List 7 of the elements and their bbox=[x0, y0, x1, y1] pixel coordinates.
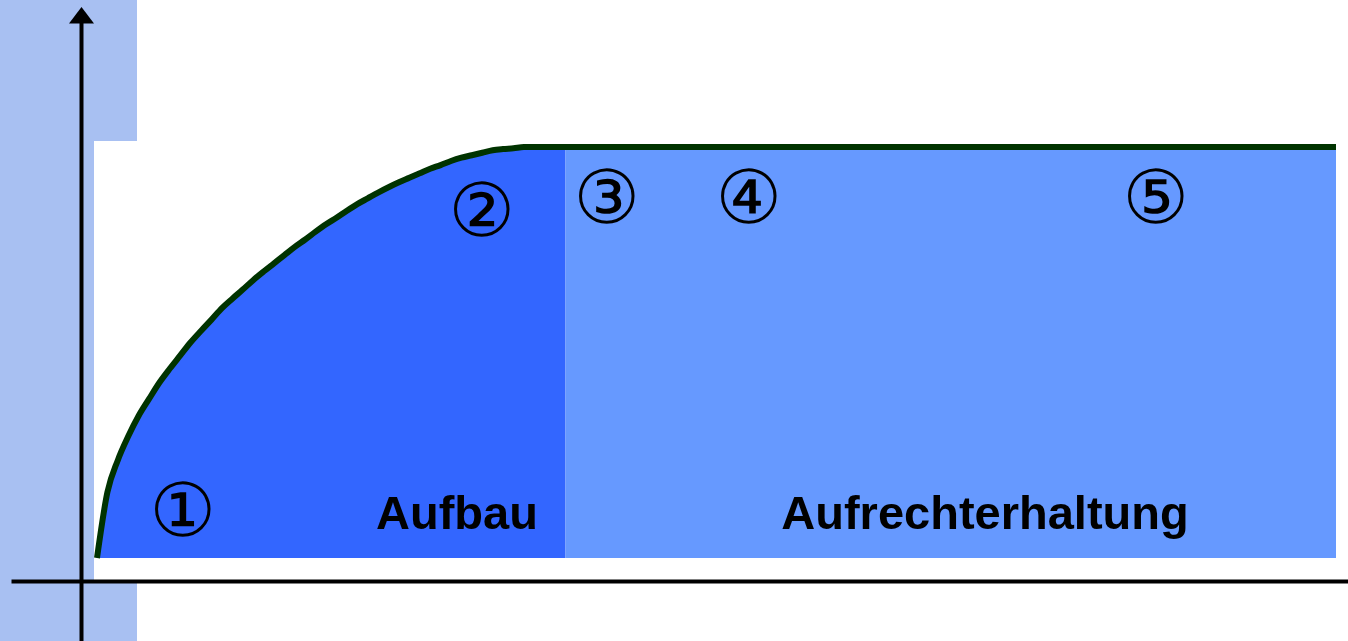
annotation: Aufrechterhaltung bbox=[781, 486, 1189, 539]
annotation: ⑤ bbox=[1122, 154, 1190, 240]
annotation: Aufbau bbox=[376, 486, 538, 539]
annotation: ② bbox=[448, 167, 516, 253]
annotation: ① bbox=[149, 467, 217, 553]
annotation: ③ bbox=[573, 154, 641, 240]
annotation: ④ bbox=[715, 154, 783, 240]
